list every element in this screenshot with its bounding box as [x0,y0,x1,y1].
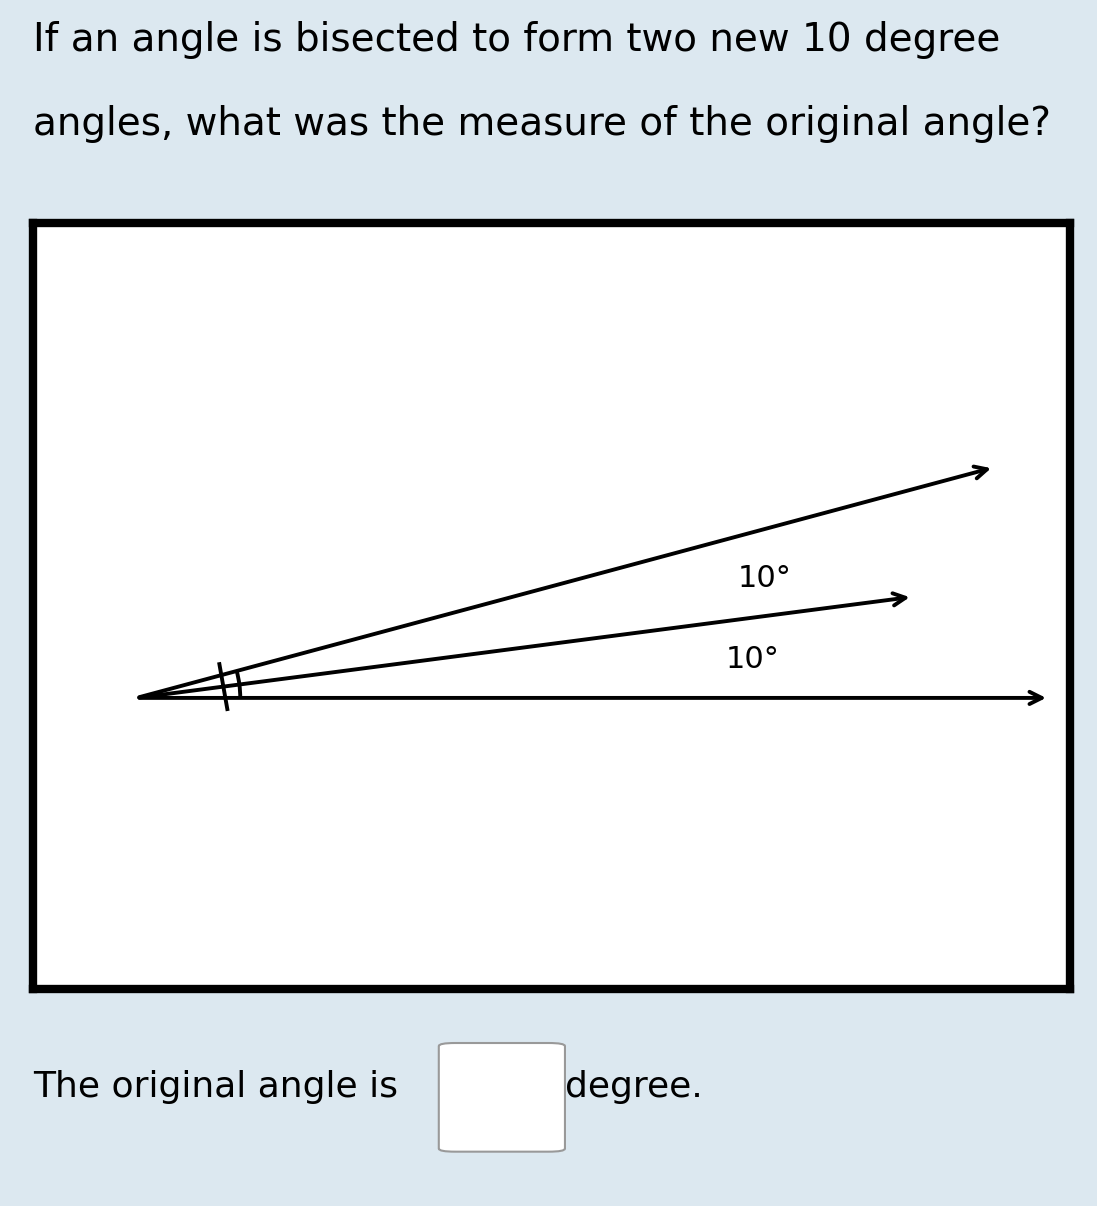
Text: The original angle is: The original angle is [33,1070,398,1103]
Text: 10°: 10° [725,645,779,674]
Text: degree.: degree. [565,1070,703,1103]
Text: angles, what was the measure of the original angle?: angles, what was the measure of the orig… [33,105,1051,144]
FancyBboxPatch shape [439,1043,565,1152]
Text: 10°: 10° [737,564,791,593]
Text: If an angle is bisected to form two new 10 degree: If an angle is bisected to form two new … [33,21,1000,59]
